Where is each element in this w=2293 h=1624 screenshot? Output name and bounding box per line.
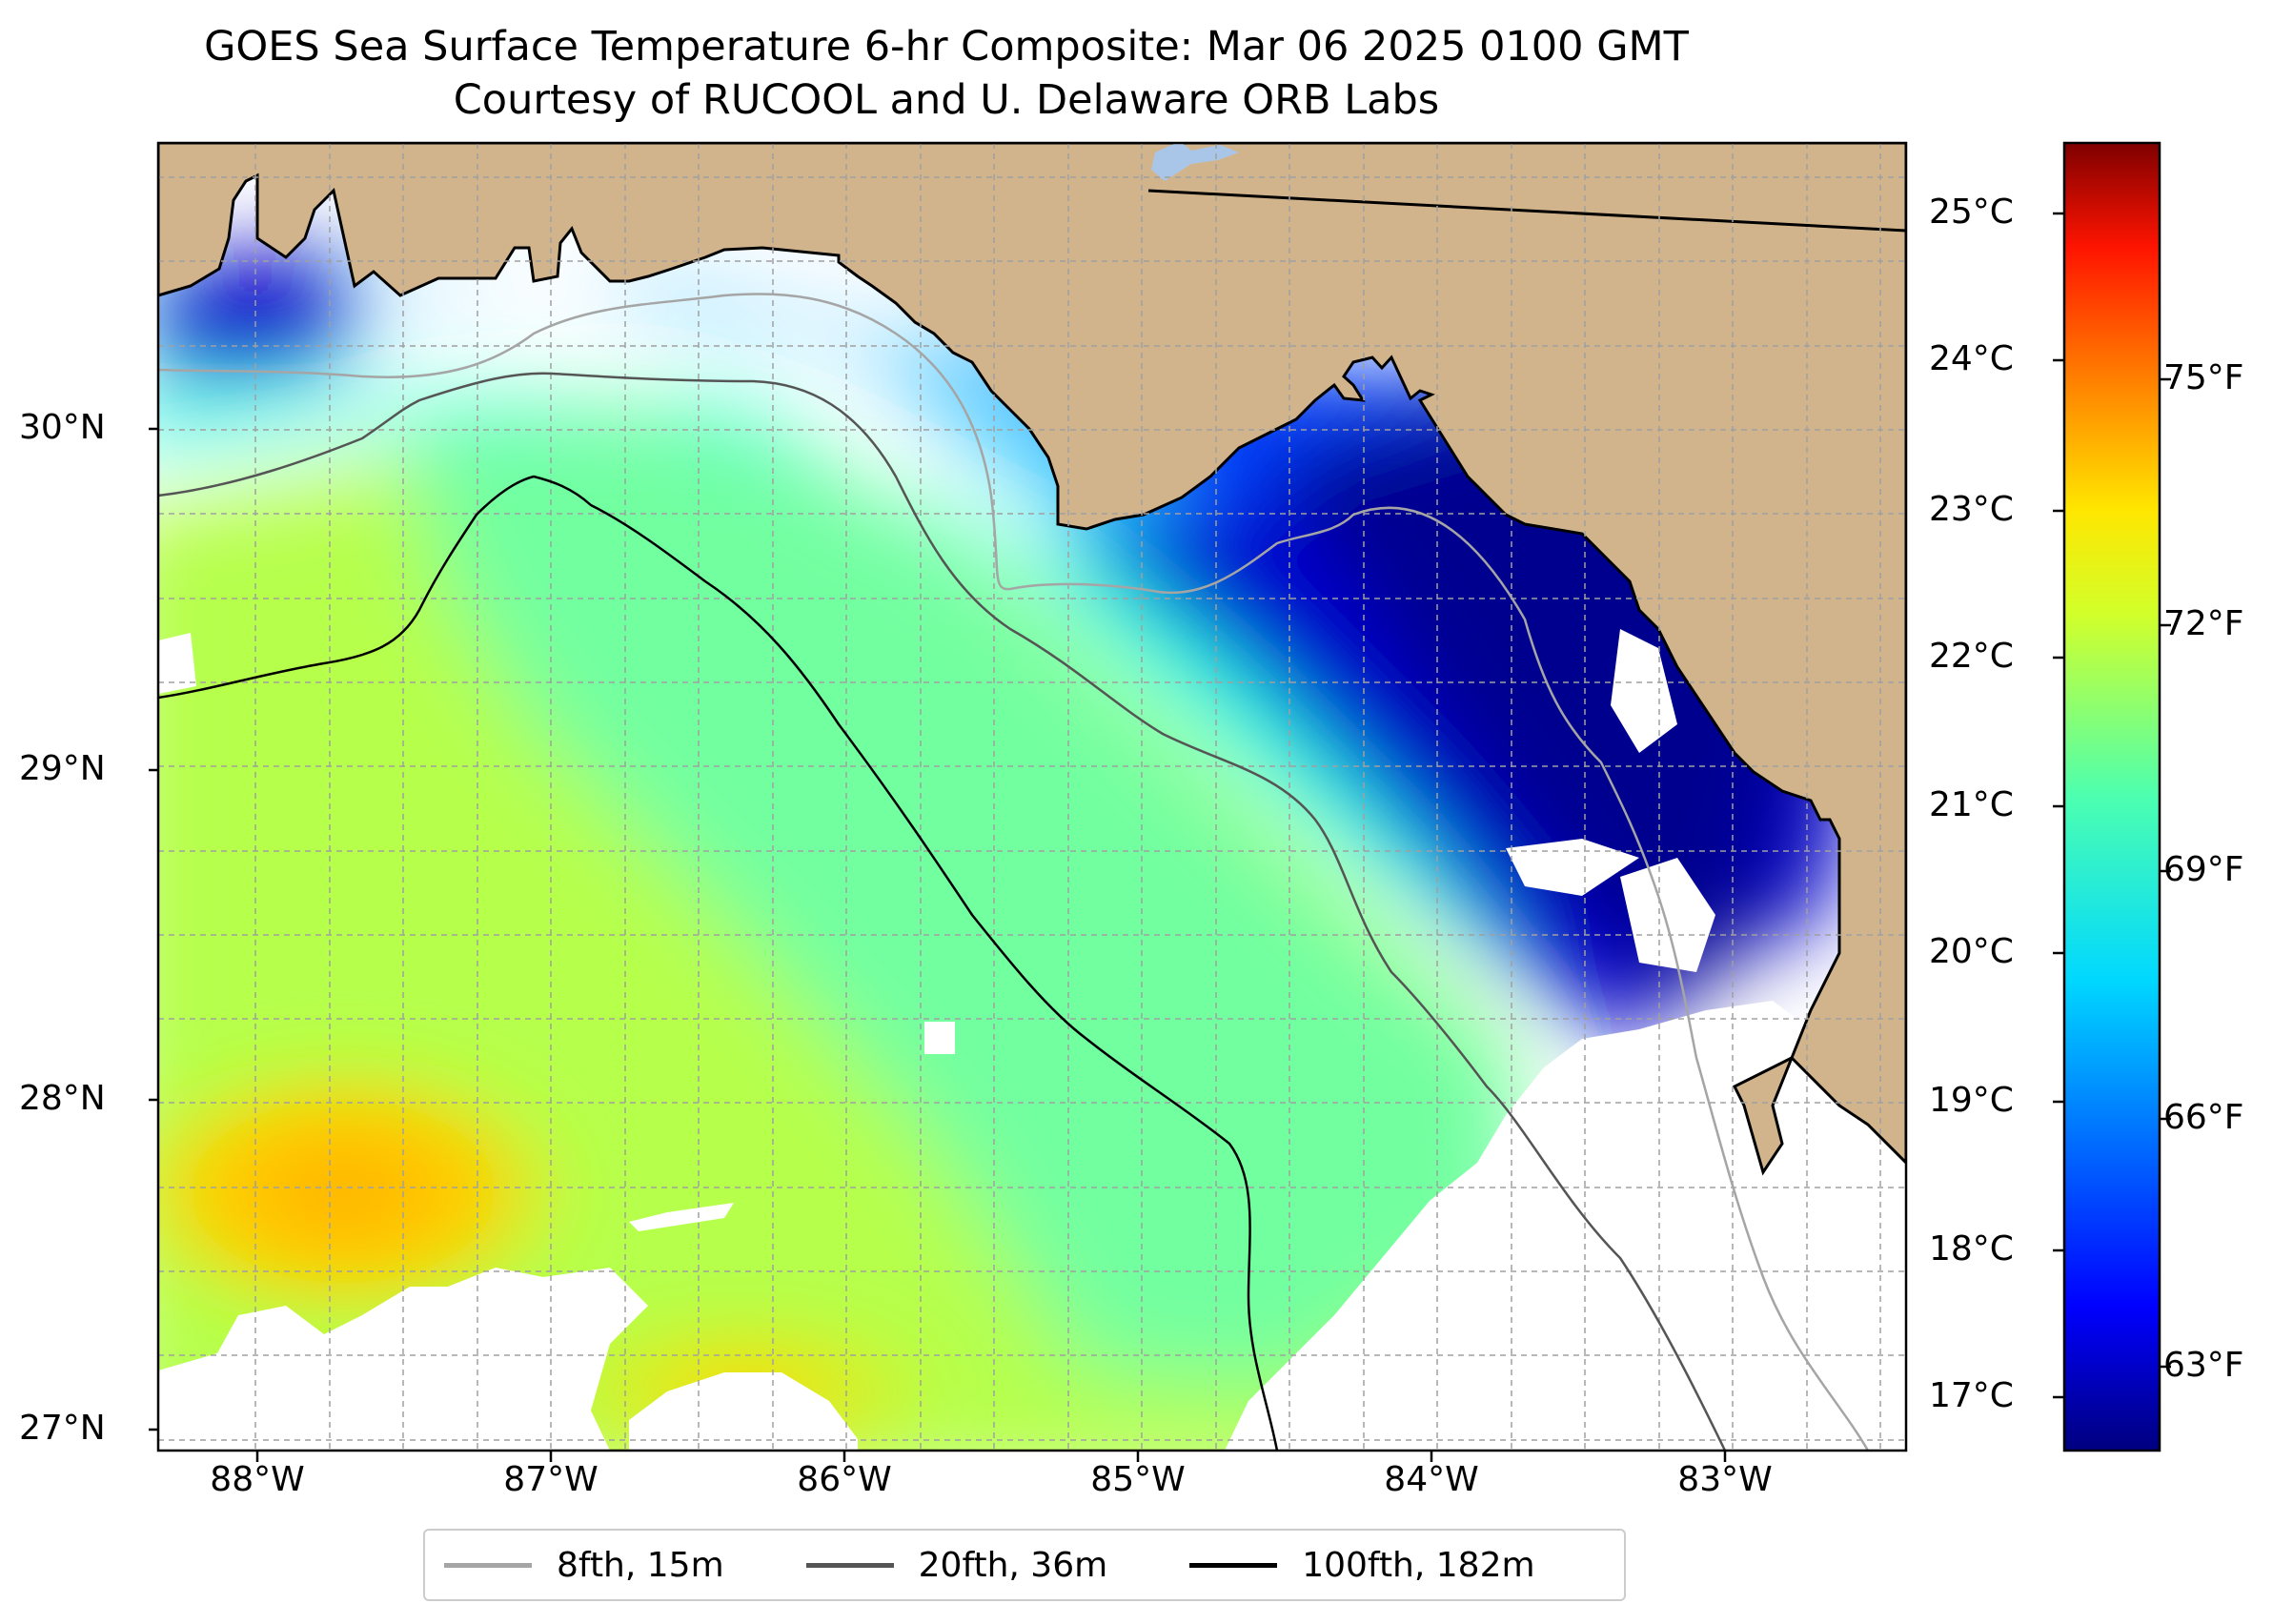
legend-line-swatch [805,1562,894,1568]
colorbar-celsius-label: 20°C [1929,932,2014,971]
map-plot-area [158,143,1906,1451]
lat-label: 27°N [19,1409,106,1448]
contour-100fth [158,475,1279,1451]
legend-label: 20fth, 36m [918,1545,1108,1585]
colorbar-celsius-label: 23°C [1929,490,2014,529]
colorbar-fahrenheit-label: 63°F [2163,1346,2244,1385]
colorbar-fahrenheit-label: 69°F [2163,850,2244,889]
state-boundary [1147,189,1906,233]
gridlines [158,143,1906,1451]
lon-label: 88°W [210,1460,305,1499]
lon-label: 86°W [797,1460,892,1499]
colorbar-fahrenheit-label: 72°F [2163,604,2244,643]
cloud-mask [158,629,1906,1451]
colorbar [2053,141,2171,1452]
axis-ticks [149,427,1727,1462]
legend-label: 8fth, 15m [557,1545,724,1585]
colorbar-celsius-label: 21°C [1929,785,2014,824]
contour-20fth [158,372,1727,1451]
lon-label: 84°W [1384,1460,1479,1499]
legend-item-100fth: 100fth, 182m [1178,1545,1535,1585]
lat-label: 29°N [19,749,106,788]
colorbar-celsius-label: 18°C [1929,1229,2014,1269]
lat-label: 28°N [19,1079,106,1118]
colorbar-ticks [2053,212,2171,1399]
colorbar-celsius-label: 17°C [1929,1376,2014,1415]
map-title: GOES Sea Surface Temperature 6-hr Compos… [204,23,1689,71]
legend-label: 100fth, 182m [1302,1545,1535,1585]
legend-item-8fth: 8fth, 15m [433,1546,724,1585]
legend-item-20fth: 20fth, 36m [795,1545,1108,1585]
contour-legend: 8fth, 15m 20fth, 36m 100fth, 182m [423,1529,1626,1601]
lon-label: 85°W [1090,1460,1186,1499]
colorbar-fahrenheit-label: 75°F [2163,358,2244,397]
legend-line-swatch [444,1562,532,1568]
lon-label: 83°W [1677,1460,1773,1499]
colorbar-celsius-label: 19°C [1929,1081,2014,1120]
lake [1151,143,1239,181]
colorbar-celsius-label: 24°C [1929,339,2014,378]
map-frame [156,141,1908,1452]
map-subtitle: Courtesy of RUCOOL and U. Delaware ORB L… [453,76,1440,124]
bathymetry-contours [158,293,1870,1451]
colorbar-celsius-label: 25°C [1929,193,2014,232]
colorbar-gradient [2062,141,2161,1452]
colorbar-celsius-label: 22°C [1929,637,2014,676]
lon-label: 87°W [503,1460,599,1499]
legend-line-swatch [1189,1562,1278,1568]
land [158,143,1906,1176]
lat-label: 30°N [19,408,106,447]
contour-8fth [158,293,1870,1451]
colorbar-fahrenheit-label: 66°F [2163,1098,2244,1137]
